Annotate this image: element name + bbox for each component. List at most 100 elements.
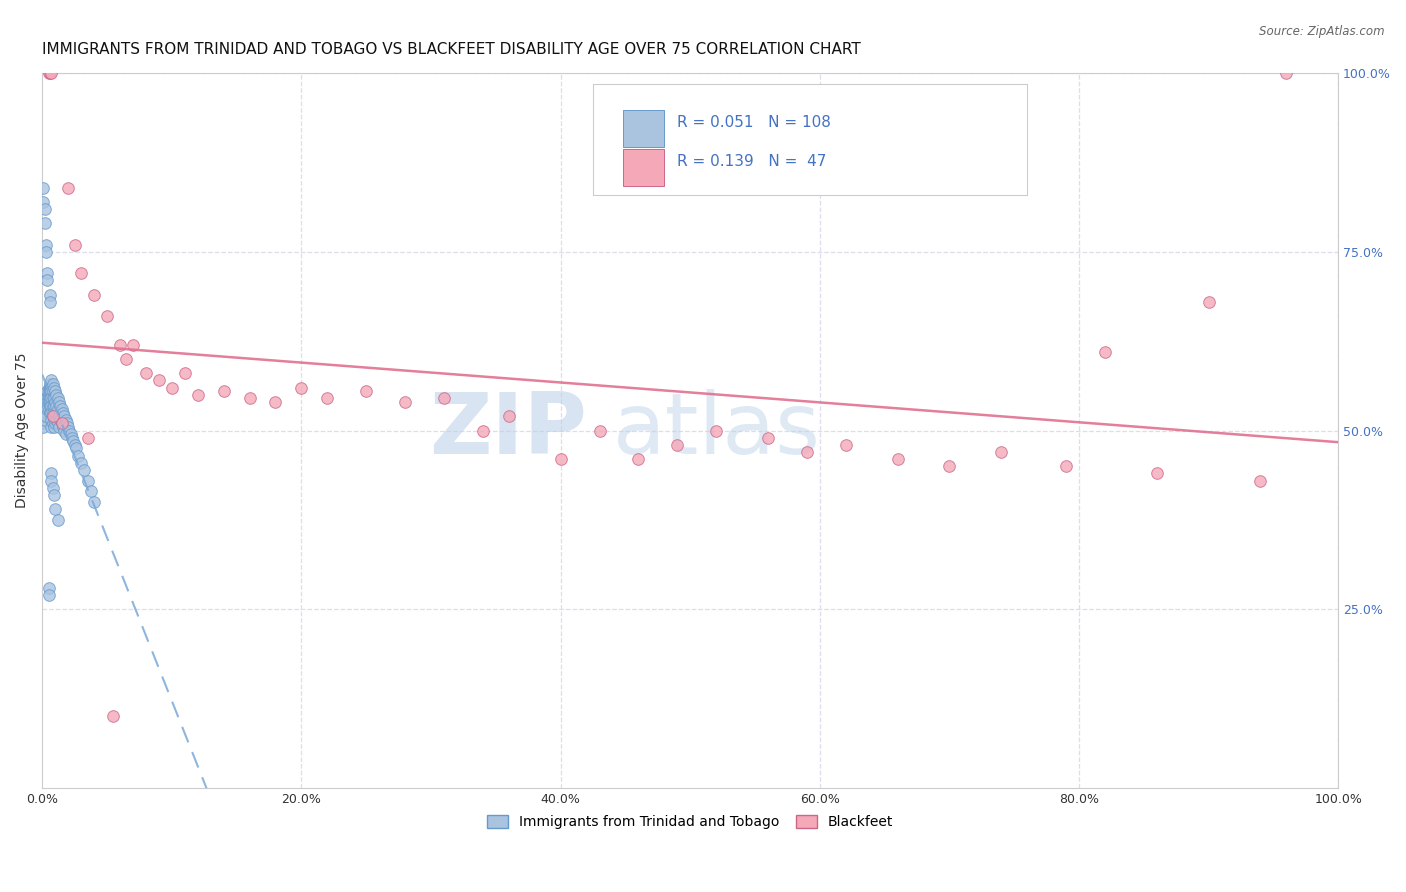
Point xyxy=(39,294,62,309)
Point xyxy=(76,431,98,445)
Point xyxy=(1146,467,1168,481)
Point xyxy=(704,424,727,438)
Point xyxy=(115,352,138,367)
Text: IMMIGRANTS FROM TRINIDAD AND TOBAGO VS BLACKFEET DISABILITY AGE OVER 75 CORRELAT: IMMIGRANTS FROM TRINIDAD AND TOBAGO VS B… xyxy=(42,42,860,57)
Point xyxy=(73,463,96,477)
Point xyxy=(70,456,93,470)
Point xyxy=(38,588,60,602)
Point xyxy=(34,409,56,424)
Point xyxy=(39,374,62,388)
Point xyxy=(756,431,779,445)
Point xyxy=(173,367,195,381)
Point xyxy=(39,381,62,395)
Point xyxy=(67,449,90,463)
Point xyxy=(471,424,494,438)
Point xyxy=(550,452,572,467)
Point xyxy=(49,399,72,413)
Point xyxy=(990,445,1012,459)
Point xyxy=(96,309,118,323)
Point xyxy=(39,406,62,420)
Point xyxy=(316,392,339,406)
Point xyxy=(42,409,65,424)
Point xyxy=(41,377,63,392)
Point xyxy=(44,384,66,399)
Y-axis label: Disability Age Over 75: Disability Age Over 75 xyxy=(15,352,30,508)
Point xyxy=(886,452,908,467)
Point xyxy=(32,180,55,194)
Point xyxy=(35,406,58,420)
Point xyxy=(122,338,145,352)
Point xyxy=(63,237,86,252)
Point xyxy=(1275,66,1298,80)
Point xyxy=(35,395,58,409)
Point xyxy=(32,420,55,434)
Point xyxy=(394,395,416,409)
Point xyxy=(354,384,377,399)
Point xyxy=(37,395,59,409)
Point xyxy=(45,399,67,413)
Point xyxy=(34,402,56,417)
Text: ZIP: ZIP xyxy=(429,389,586,472)
Point xyxy=(37,402,59,417)
Point xyxy=(38,395,60,409)
Point xyxy=(666,438,689,452)
Point xyxy=(83,495,105,509)
Point xyxy=(212,384,235,399)
Point xyxy=(37,399,59,413)
Point xyxy=(44,395,66,409)
Point xyxy=(588,424,610,438)
Point xyxy=(39,399,62,413)
Point xyxy=(38,402,60,417)
Point xyxy=(1198,294,1220,309)
Point xyxy=(38,392,60,406)
FancyBboxPatch shape xyxy=(623,149,664,186)
Point xyxy=(46,402,69,417)
Point xyxy=(32,413,55,427)
Point xyxy=(38,388,60,402)
Point xyxy=(39,420,62,434)
Point xyxy=(52,420,75,434)
Point xyxy=(62,434,84,449)
Point xyxy=(59,427,82,442)
Point xyxy=(53,409,76,424)
Point xyxy=(44,417,66,431)
Point xyxy=(39,474,62,488)
Point xyxy=(37,384,59,399)
Text: R = 0.051   N = 108: R = 0.051 N = 108 xyxy=(678,115,831,129)
Point xyxy=(433,392,456,406)
Point xyxy=(108,338,131,352)
Point xyxy=(41,384,63,399)
Point xyxy=(796,445,818,459)
Point xyxy=(45,388,67,402)
Point xyxy=(135,367,157,381)
Point xyxy=(627,452,650,467)
Point xyxy=(835,438,858,452)
Point xyxy=(38,66,60,80)
Point xyxy=(38,581,60,595)
Point xyxy=(38,384,60,399)
Point xyxy=(41,409,63,424)
Point xyxy=(1250,474,1272,488)
Point xyxy=(35,399,58,413)
Point xyxy=(35,244,58,259)
Point xyxy=(39,381,62,395)
Point xyxy=(60,431,83,445)
Point xyxy=(38,381,60,395)
Point xyxy=(39,392,62,406)
Point xyxy=(938,459,960,474)
Point xyxy=(70,266,93,280)
Point xyxy=(44,406,66,420)
Point xyxy=(32,417,55,431)
Point xyxy=(63,438,86,452)
Point xyxy=(34,202,56,216)
Legend: Immigrants from Trinidad and Tobago, Blackfeet: Immigrants from Trinidad and Tobago, Bla… xyxy=(481,809,898,835)
Point xyxy=(39,384,62,399)
Point xyxy=(34,399,56,413)
Point xyxy=(55,413,77,427)
Point xyxy=(58,424,80,438)
Point xyxy=(1094,345,1116,359)
Point xyxy=(49,413,72,427)
Point xyxy=(32,194,55,209)
Point xyxy=(39,287,62,301)
Point xyxy=(80,484,103,499)
